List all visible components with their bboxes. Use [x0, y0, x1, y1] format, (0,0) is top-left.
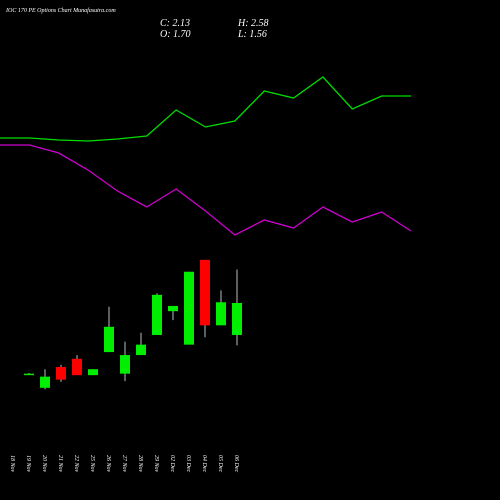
high-label: H: 2.58: [237, 18, 269, 29]
x-tick-label: 02 Dec: [169, 455, 175, 472]
candle-body: [216, 302, 226, 326]
candle-body: [120, 355, 130, 374]
open-label: O: 1.70: [160, 29, 191, 40]
candle-body: [136, 344, 146, 356]
indicator-line: [0, 144, 412, 236]
x-tick-label: 06 Dec: [233, 455, 239, 472]
x-tick-label: 20 Nov: [41, 455, 47, 473]
indicator-line: [0, 76, 411, 142]
candle-body: [88, 369, 98, 376]
chart-title: IOC 170 PE Options Chart Munafasutra.com: [5, 7, 116, 14]
x-tick-label: 04 Dec: [201, 455, 208, 472]
candle-body: [56, 366, 66, 380]
x-tick-label: 29 Nov: [153, 455, 159, 473]
x-tick-label: 27 Nov: [121, 455, 127, 473]
x-tick-label: 21 Nov: [57, 455, 63, 473]
candle-body: [232, 302, 242, 335]
x-tick-label: 19 Nov: [25, 455, 31, 473]
x-tick-label: 25 Nov: [89, 455, 95, 473]
low-label: L: 1.56: [237, 29, 267, 40]
candle-body: [72, 358, 82, 376]
candle-body: [168, 305, 178, 312]
candle-body: [24, 373, 34, 376]
close-label: C: 2.13: [160, 18, 190, 29]
candle-body: [184, 271, 194, 345]
candle-body: [152, 294, 162, 335]
candle-body: [200, 259, 210, 326]
x-tick-label: 18 Nov: [9, 455, 15, 473]
x-tick-label: 03 Dec: [185, 455, 191, 472]
candle-body: [40, 376, 50, 388]
x-tick-label: 22 Nov: [73, 455, 79, 473]
x-tick-label: 26 Nov: [105, 455, 111, 473]
x-tick-label: 05 Dec: [217, 455, 223, 472]
x-tick-label: 28 Nov: [137, 455, 143, 473]
candle-body: [104, 326, 114, 353]
